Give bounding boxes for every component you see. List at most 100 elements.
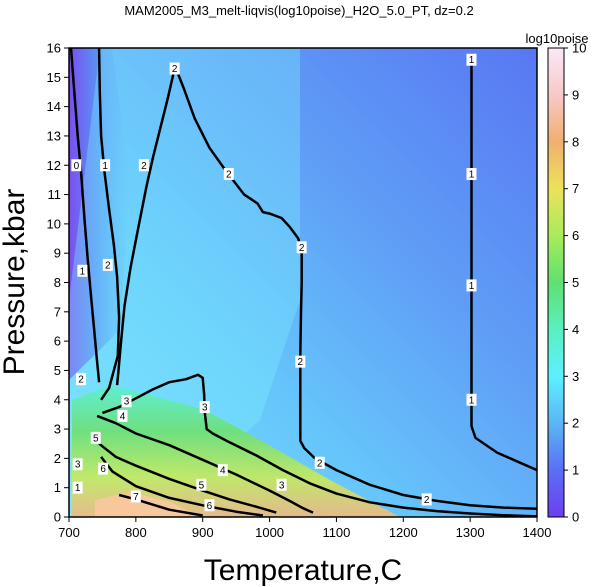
y-tick-label: 16	[47, 41, 61, 56]
contour-label-bg	[223, 168, 234, 181]
colorbar	[547, 47, 565, 518]
y-tick-label: 7	[54, 304, 61, 319]
contour-label-bg	[295, 355, 306, 368]
y-tick-label: 8	[54, 275, 61, 290]
contour-label: 0	[74, 161, 80, 172]
contour-label: 5	[199, 480, 205, 491]
y-tick-label: 12	[47, 158, 61, 173]
colorbar-tick-label: 4	[572, 322, 579, 337]
contour-label: 1	[469, 395, 475, 406]
contour-label: 1	[75, 483, 81, 494]
contour-label: 2	[226, 170, 232, 181]
high-viscosity-region	[72, 385, 400, 517]
x-tick-label: 1300	[456, 525, 485, 540]
x-tick-label: 1400	[523, 525, 552, 540]
contour-label: 6	[207, 501, 213, 512]
x-tick-label: 1200	[389, 525, 418, 540]
y-tick-label: 14	[47, 99, 61, 114]
contour-label: 7	[133, 492, 139, 503]
y-tick-label: 13	[47, 128, 61, 143]
contour-level-2-3	[115, 68, 176, 386]
colorbar-ticks: 0 1 2 3 4 5 6 7 8 9 10	[564, 41, 586, 525]
contour-label-bg	[98, 462, 109, 475]
contour-level-3-5	[101, 373, 537, 517]
contour-label-bg	[130, 490, 141, 503]
contour-label: 2	[105, 260, 111, 271]
contour-label-bg	[421, 493, 432, 506]
contour-label-bg	[121, 395, 132, 408]
x-tick-label: 900	[192, 525, 214, 540]
contour-level-0-0	[69, 48, 101, 383]
x-axis-label: Temperature,C	[204, 554, 402, 587]
contour-label: 1	[102, 161, 108, 172]
contour-label-bg	[72, 458, 83, 471]
y-tick-label: 9	[54, 246, 61, 261]
low-viscosity-region	[69, 48, 130, 380]
contour-label: 1	[469, 170, 475, 181]
contour-label-bg	[204, 499, 215, 512]
contour-label-bg	[466, 279, 477, 292]
contour-label-bg	[217, 464, 228, 477]
contour-label: 2	[317, 458, 323, 469]
contour-label: 3	[75, 460, 81, 471]
y-tick-label: 6	[54, 334, 61, 349]
contour-label-bg	[138, 159, 149, 172]
colorbar-tick-label: 7	[572, 181, 579, 196]
colorbar-tick-label: 8	[572, 134, 579, 149]
colorbar-tick-label: 3	[572, 369, 579, 384]
y-axis-label: Pressure,kbar	[0, 189, 31, 376]
contour-label: 1	[469, 281, 475, 292]
contour-label: 2	[424, 495, 430, 506]
contour-label: 3	[202, 403, 208, 414]
colorbar-tick-label: 9	[572, 87, 579, 102]
x-tick-label: 1100	[322, 525, 350, 540]
contour-label-bg	[72, 481, 83, 494]
y-tick-label: 11	[48, 187, 62, 202]
contour-label-bg	[466, 53, 477, 66]
contour-label: 3	[124, 397, 130, 408]
contour-label-bg	[466, 168, 477, 181]
y-tick-label: 4	[54, 392, 61, 407]
contour-label: 2	[78, 375, 84, 386]
contour-label-bg	[296, 241, 307, 254]
contour-label-bg	[76, 373, 87, 386]
x-tick-label: 800	[125, 525, 147, 540]
contour-level-6-8	[100, 456, 264, 517]
contour-label: 2	[299, 243, 305, 254]
y-tick-label: 1	[54, 480, 61, 495]
colorbar-title: log10poise	[526, 31, 589, 46]
contour-label-bg	[102, 258, 113, 271]
contour-label: 2	[298, 357, 304, 368]
contour-label: 1	[469, 55, 475, 66]
contour-label: 3	[279, 480, 285, 491]
y-tick-label: 3	[54, 422, 61, 437]
contour-label-bg	[71, 159, 82, 172]
colorbar-tick-label: 6	[572, 228, 579, 243]
x-axis: 700 800 900 1000 1100 1200 1300 1400	[58, 517, 551, 540]
contour-label-bg	[77, 264, 88, 277]
contour-label-bg	[199, 401, 210, 414]
x-tick-label: 700	[58, 525, 80, 540]
contour-label: 2	[172, 64, 178, 75]
contour-label-bg	[314, 456, 325, 469]
contour-label: 1	[80, 266, 86, 277]
y-tick-label: 15	[47, 70, 61, 85]
x-tick-label: 1000	[255, 525, 284, 540]
colorbar-tick-label: 0	[572, 510, 579, 525]
contour-label-bg	[466, 393, 477, 406]
contour-label: 6	[100, 464, 106, 475]
colorbar-tick-label: 10	[572, 41, 586, 56]
contour-level-7-9	[118, 493, 203, 517]
contour-label-bg	[100, 159, 111, 172]
contour-label: 2	[141, 161, 147, 172]
y-tick-label: 2	[54, 451, 61, 466]
contour-label-bg	[196, 478, 207, 491]
contour-level-1-1	[97, 48, 121, 401]
contour-label: 4	[120, 411, 126, 422]
contour-label: 5	[93, 433, 99, 444]
colorbar-tick-label: 2	[572, 416, 579, 431]
